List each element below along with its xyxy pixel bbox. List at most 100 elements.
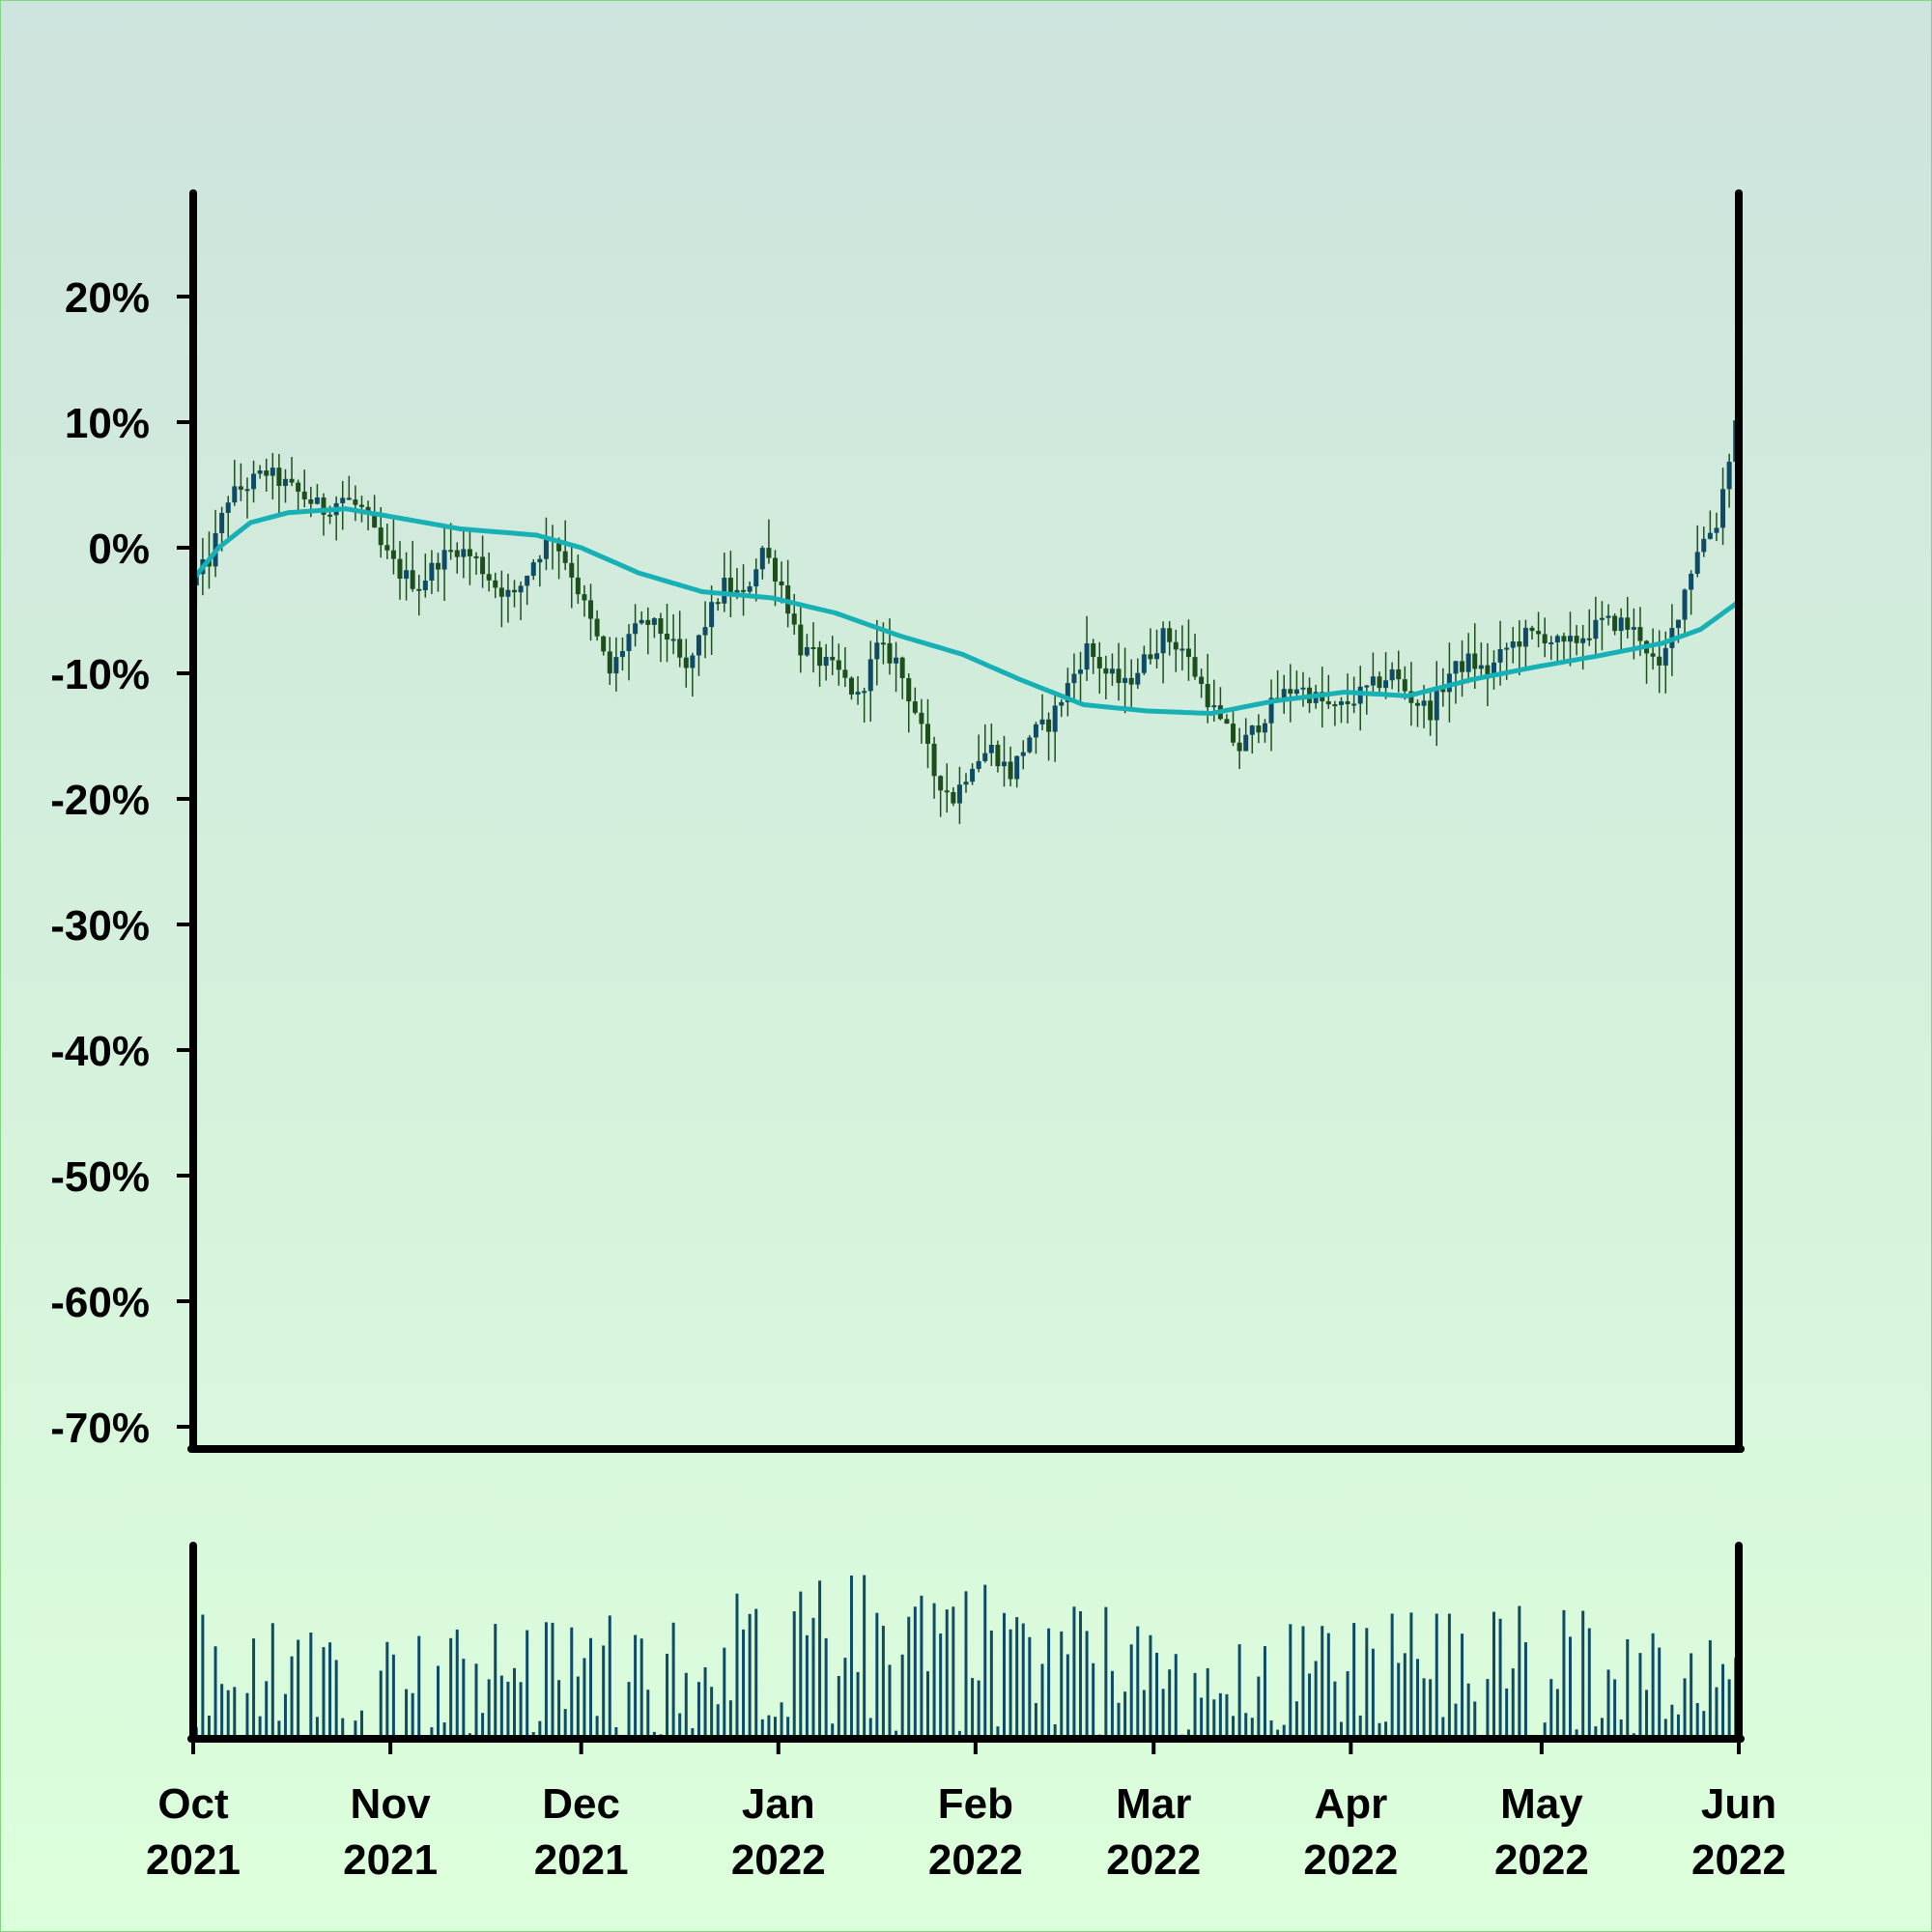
candle-body <box>626 634 632 652</box>
candle-body <box>238 486 243 490</box>
candle-body <box>518 585 524 593</box>
candle-body <box>1256 725 1262 733</box>
candle-body <box>582 594 587 601</box>
candle-body <box>1014 755 1020 780</box>
candle-body <box>613 657 619 674</box>
candle-body <box>562 551 568 563</box>
candle-body <box>251 473 257 490</box>
candle-body <box>358 504 364 507</box>
candle-body <box>404 570 410 580</box>
candle-body <box>1103 668 1109 674</box>
candle-body <box>441 550 447 570</box>
candle-body <box>810 646 816 649</box>
candle-body <box>1020 752 1026 756</box>
candle-body <box>1148 654 1153 660</box>
candle-body <box>327 514 333 517</box>
candle-body <box>1675 619 1681 629</box>
candle-body <box>353 499 358 505</box>
candle-body <box>1211 705 1217 708</box>
candle-body <box>690 655 696 668</box>
candle-body <box>722 578 727 604</box>
candle-body <box>633 623 639 635</box>
candle-body <box>1167 628 1173 642</box>
candle-body <box>734 589 740 593</box>
candle-body <box>454 550 460 557</box>
candle-body <box>899 657 905 679</box>
candle-body <box>970 768 976 782</box>
candle-body <box>257 470 263 474</box>
candle-body <box>588 600 594 619</box>
candle-body <box>1008 761 1013 780</box>
candle-body <box>1402 679 1407 692</box>
candle-body <box>1618 617 1624 632</box>
candle-body <box>244 489 250 492</box>
candle-body <box>1185 648 1191 658</box>
y-tick-label: -20% <box>50 777 150 824</box>
candle-body <box>1689 573 1694 590</box>
candle-body <box>804 646 810 656</box>
y-tick-label: -50% <box>50 1153 150 1201</box>
candle-body <box>346 497 352 500</box>
candle-body <box>1325 701 1331 705</box>
candle-body <box>951 792 956 804</box>
candle-body <box>823 656 829 667</box>
candle-body <box>1453 661 1459 674</box>
candle-body <box>1414 702 1420 706</box>
candle-body <box>842 669 848 678</box>
candle-body <box>461 549 467 557</box>
candle-body <box>963 781 969 785</box>
candle-body <box>715 602 721 605</box>
candle-body <box>1504 647 1510 650</box>
candle-body <box>1714 527 1719 533</box>
candle-body <box>791 613 797 625</box>
candle-body <box>270 468 275 476</box>
candle-body <box>1472 653 1478 669</box>
candle-body <box>1554 636 1560 642</box>
candle-body <box>1574 636 1579 643</box>
candle-body <box>1199 676 1205 685</box>
candle-body <box>1046 719 1052 732</box>
candle-body <box>1631 627 1636 630</box>
candle-body <box>505 589 511 597</box>
candle-body <box>308 498 314 504</box>
candle-body <box>1694 552 1700 574</box>
candle-body <box>887 642 893 664</box>
candle-body <box>498 587 504 597</box>
candle-body <box>1421 700 1427 706</box>
moving-average-line <box>191 506 1741 717</box>
candle-body <box>874 642 880 660</box>
candle-body <box>473 555 479 558</box>
candle-body <box>1173 641 1179 650</box>
candle-body <box>1568 636 1574 642</box>
candle-body <box>1109 668 1115 674</box>
candle-body <box>1536 631 1542 635</box>
candle-body <box>601 636 607 652</box>
candle-body <box>512 589 518 593</box>
candle-body <box>1039 719 1045 724</box>
candle-body <box>530 562 536 577</box>
candle-body <box>702 627 708 636</box>
candle-body <box>619 651 625 658</box>
candle-body <box>1593 619 1599 639</box>
candle-body <box>225 502 231 513</box>
candle-body <box>296 482 301 492</box>
candle-body <box>1637 627 1643 641</box>
candle-body <box>1434 689 1439 721</box>
candle-body <box>772 557 778 582</box>
candle-body <box>1478 665 1484 669</box>
candle-body <box>919 712 924 724</box>
candle-body <box>390 550 396 559</box>
candle-body <box>995 745 1001 767</box>
candle-body <box>1522 627 1528 647</box>
candle-body <box>301 491 307 499</box>
candle-body <box>1460 661 1465 672</box>
candle-body <box>1288 689 1293 695</box>
candle-body <box>912 701 918 713</box>
candle-body <box>1345 701 1350 704</box>
candle-body <box>378 527 384 546</box>
candle-body <box>410 570 415 589</box>
candle-body <box>1084 642 1090 670</box>
candle-body <box>607 651 612 674</box>
candle-body <box>753 569 759 587</box>
